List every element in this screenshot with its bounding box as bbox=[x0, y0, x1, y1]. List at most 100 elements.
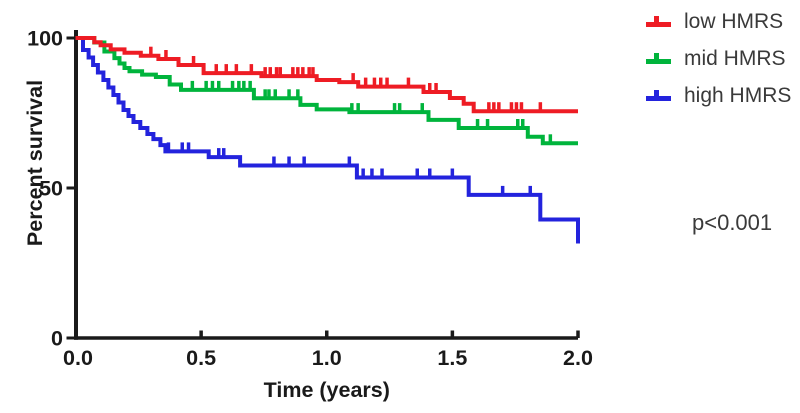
survival-curve-mid-hmrs bbox=[75, 36, 578, 146]
km-step-icon bbox=[646, 89, 671, 101]
y-axis-title: Percent survival bbox=[23, 80, 47, 246]
censor-tick-icon bbox=[654, 89, 659, 101]
km-step-icon bbox=[646, 52, 671, 64]
legend-label-mid-hmrs: mid HMRS bbox=[684, 46, 786, 70]
censor-tick-low-hmrs bbox=[519, 102, 524, 111]
censor-tick-low-hmrs bbox=[385, 77, 389, 86]
censor-tick-low-hmrs bbox=[351, 73, 355, 82]
legend: low HMRS mid HMRS high HMRS bbox=[646, 9, 791, 120]
legend-item-low-hmrs: low HMRS bbox=[646, 9, 791, 33]
censor-tick-mid-hmrs bbox=[217, 80, 221, 89]
censor-tick-high-hmrs bbox=[287, 156, 291, 165]
censor-tick-high-hmrs bbox=[347, 156, 352, 165]
censor-tick-low-hmrs bbox=[514, 102, 519, 111]
x-axis-title: Time (years) bbox=[264, 378, 390, 402]
p-value: p<0.001 bbox=[692, 210, 773, 235]
censor-tick-mid-hmrs bbox=[485, 119, 490, 127]
legend-label-low-hmrs: low HMRS bbox=[684, 9, 784, 33]
censor-tick-mid-hmrs bbox=[475, 119, 480, 127]
censor-tick-low-hmrs bbox=[224, 64, 228, 73]
censor-tick-low-hmrs bbox=[214, 64, 218, 73]
censor-tick-high-hmrs bbox=[217, 148, 221, 157]
censor-tick-high-hmrs bbox=[528, 185, 532, 194]
x-tick-label: 1.0 bbox=[312, 346, 342, 370]
y-tick-label: 100 bbox=[27, 27, 63, 51]
censor-tick-low-hmrs bbox=[487, 102, 491, 111]
censor-tick-high-hmrs bbox=[370, 168, 374, 177]
censor-tick-low-hmrs bbox=[274, 67, 279, 76]
censor-tick-low-hmrs bbox=[434, 83, 438, 91]
censor-tick-high-hmrs bbox=[222, 148, 226, 157]
censor-tick-low-hmrs bbox=[291, 67, 295, 76]
censor-tick-mid-hmrs bbox=[273, 89, 277, 98]
censor-tick-mid-hmrs bbox=[392, 103, 397, 112]
censor-tick-mid-hmrs bbox=[190, 80, 195, 89]
survival-curve-low-hmrs bbox=[75, 36, 578, 114]
km-step-icon bbox=[646, 15, 671, 27]
censor-tick-mid-hmrs bbox=[296, 89, 300, 98]
censor-tick-low-hmrs bbox=[278, 67, 282, 76]
censor-tick-low-hmrs bbox=[296, 67, 300, 76]
censor-tick-low-hmrs bbox=[268, 67, 272, 76]
x-tick-label: 0.5 bbox=[186, 346, 216, 370]
censor-tick-high-hmrs bbox=[415, 168, 419, 177]
censor-tick-mid-hmrs bbox=[210, 80, 215, 89]
censor-tick-mid-hmrs bbox=[242, 80, 246, 89]
censor-tick-high-hmrs bbox=[272, 156, 276, 165]
y-tick-label: 50 bbox=[39, 177, 63, 201]
censor-tick-low-hmrs bbox=[372, 77, 377, 86]
censor-tick-mid-hmrs bbox=[420, 103, 424, 112]
censor-tick-low-hmrs bbox=[379, 77, 383, 86]
censor-tick-high-hmrs bbox=[361, 168, 365, 177]
censor-tick-low-hmrs bbox=[406, 77, 411, 86]
censor-tick-low-hmrs bbox=[234, 64, 239, 73]
censor-tick-mid-hmrs bbox=[548, 134, 553, 143]
censor-tick-high-hmrs bbox=[166, 142, 171, 151]
censor-tick-high-hmrs bbox=[380, 168, 384, 177]
legend-item-high-hmrs: high HMRS bbox=[646, 83, 791, 107]
censor-tick-low-hmrs bbox=[492, 102, 496, 111]
x-tick-label: 2.0 bbox=[563, 346, 593, 370]
censor-tick-mid-hmrs bbox=[204, 80, 208, 89]
censor-tick-low-hmrs bbox=[249, 64, 254, 73]
censor-tick-low-hmrs bbox=[311, 67, 315, 76]
censor-tick-high-hmrs bbox=[302, 156, 306, 165]
censor-tick-mid-hmrs bbox=[237, 80, 241, 89]
censor-tick-icon bbox=[654, 52, 659, 64]
censor-tick-mid-hmrs bbox=[267, 89, 271, 98]
censor-tick-mid-hmrs bbox=[350, 103, 354, 112]
survival-curve-high-hmrs bbox=[75, 36, 580, 244]
censor-tick-low-hmrs bbox=[428, 83, 432, 91]
censor-tick-low-hmrs bbox=[509, 102, 514, 111]
censor-tick-low-hmrs bbox=[363, 77, 368, 86]
censor-tick-high-hmrs bbox=[450, 168, 455, 177]
x-tick-label: 0.0 bbox=[63, 346, 93, 370]
legend-item-mid-hmrs: mid HMRS bbox=[646, 46, 791, 70]
x-tick-label: 1.5 bbox=[437, 346, 467, 370]
censor-tick-mid-hmrs bbox=[230, 80, 235, 89]
censor-tick-high-hmrs bbox=[500, 185, 505, 194]
censor-tick-mid-hmrs bbox=[287, 89, 291, 98]
censor-tick-high-hmrs bbox=[186, 142, 191, 151]
y-tick-label: 0 bbox=[51, 327, 63, 351]
censor-tick-mid-hmrs bbox=[397, 103, 402, 112]
censor-tick-high-hmrs bbox=[180, 142, 184, 151]
censor-tick-mid-hmrs bbox=[521, 119, 525, 127]
censor-tick-mid-hmrs bbox=[356, 103, 360, 112]
censor-tick-low-hmrs bbox=[307, 67, 311, 76]
censor-tick-low-hmrs bbox=[149, 46, 153, 55]
censor-tick-icon bbox=[654, 15, 659, 27]
censor-tick-low-hmrs bbox=[164, 50, 168, 58]
censor-tick-low-hmrs bbox=[191, 56, 196, 64]
censor-tick-mid-hmrs bbox=[263, 89, 267, 98]
censor-tick-high-hmrs bbox=[428, 168, 432, 177]
legend-label-high-hmrs: high HMRS bbox=[684, 83, 792, 107]
censor-tick-low-hmrs bbox=[538, 102, 543, 111]
censor-tick-low-hmrs bbox=[497, 102, 501, 111]
censor-tick-low-hmrs bbox=[263, 67, 267, 76]
censor-tick-mid-hmrs bbox=[516, 119, 520, 127]
censor-tick-mid-hmrs bbox=[248, 80, 252, 89]
censor-tick-low-hmrs bbox=[301, 67, 305, 76]
